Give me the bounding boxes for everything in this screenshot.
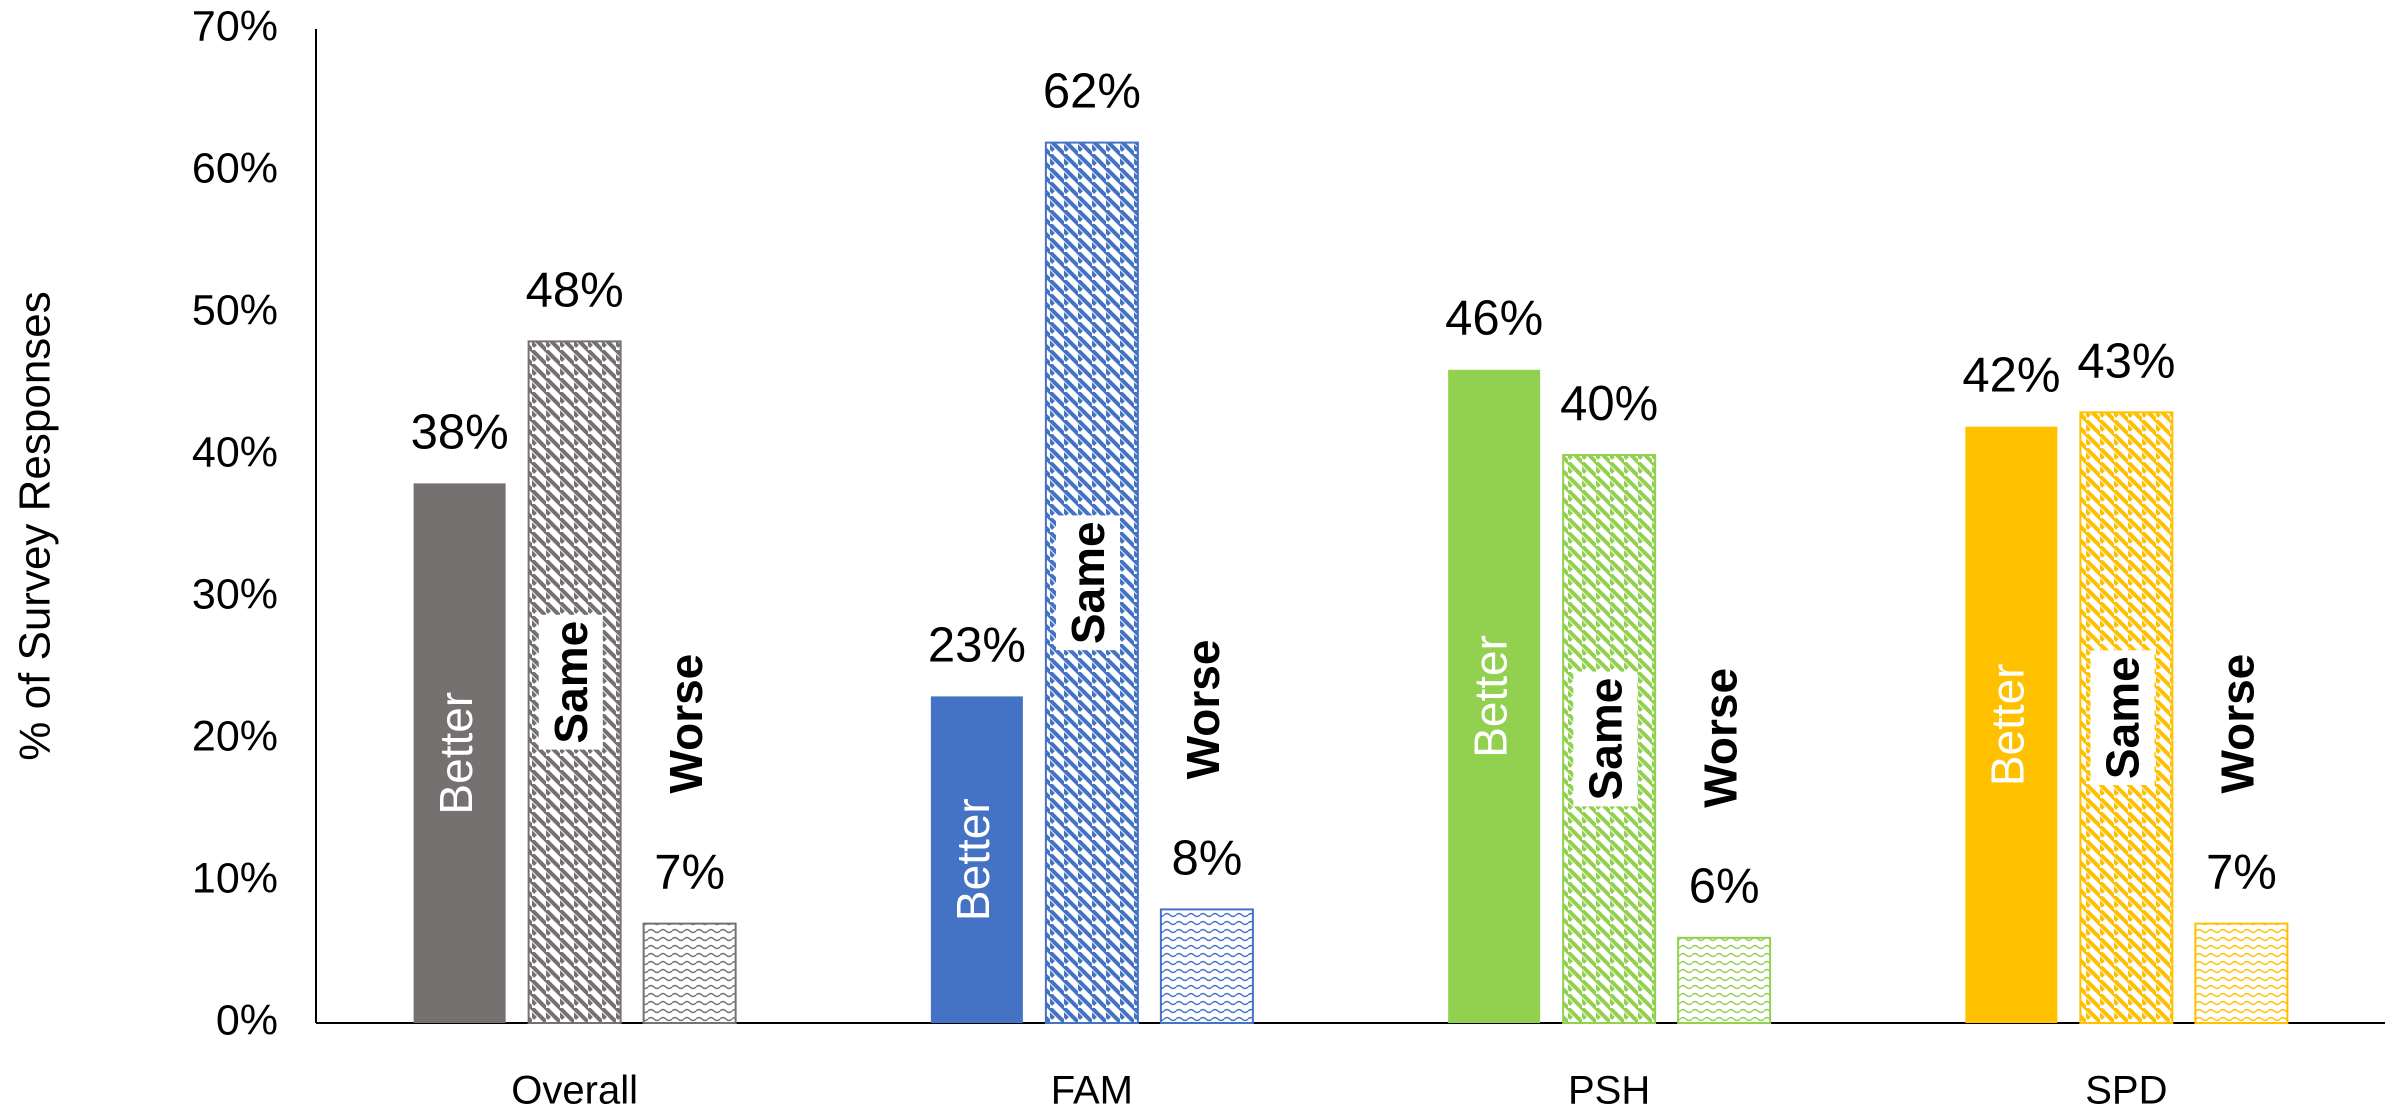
y-tick-label: 50%: [192, 286, 278, 334]
series-label: Better: [1982, 663, 2034, 786]
label-background: [2090, 650, 2155, 786]
value-label: 40%: [1560, 377, 1658, 431]
series-label: Same: [1062, 521, 1114, 644]
y-tick-label: 40%: [192, 428, 278, 476]
x-tick-label: Overall: [511, 1069, 638, 1113]
label-background: [1573, 671, 1638, 807]
bar: [413, 483, 506, 1023]
series-label: Same: [545, 621, 597, 744]
value-label: 6%: [1689, 860, 1760, 914]
label-background: [538, 614, 603, 750]
value-label: 8%: [1171, 831, 1242, 885]
bar: [1677, 936, 1772, 1024]
bar: [1448, 369, 1541, 1023]
value-label: 46%: [1445, 292, 1543, 346]
y-tick-label: 0%: [216, 996, 278, 1044]
x-tick-label: SPD: [2085, 1069, 2167, 1113]
series-label: Worse: [660, 654, 712, 794]
value-label: 43%: [2077, 334, 2175, 388]
label-background: [1056, 515, 1121, 651]
y-tick-label: 20%: [192, 712, 278, 760]
value-label: 48%: [526, 263, 624, 317]
series-label: Better: [1464, 635, 1516, 758]
bar: [1965, 426, 2058, 1024]
bar: [2194, 922, 2289, 1024]
y-tick-label: 60%: [192, 144, 278, 192]
series-label: Better: [947, 798, 999, 921]
value-label: 38%: [411, 405, 509, 459]
x-tick-label: PSH: [1568, 1069, 1650, 1113]
series-label: Worse: [2212, 654, 2264, 794]
series-label: Worse: [1177, 640, 1229, 780]
bar: [930, 696, 1023, 1023]
y-tick-label: 10%: [192, 854, 278, 902]
value-label: 23%: [928, 618, 1026, 672]
y-axis-label: % of Survey Responses: [11, 291, 60, 761]
y-tick-label: 70%: [192, 2, 278, 50]
series-label: Better: [430, 692, 482, 815]
value-label: 7%: [654, 846, 725, 900]
value-label: 42%: [1962, 349, 2060, 403]
value-label: 7%: [2206, 846, 2277, 900]
x-tick-label: FAM: [1051, 1069, 1133, 1113]
value-label: 62%: [1043, 65, 1141, 119]
series-label: Same: [2097, 656, 2149, 779]
bar: [1159, 908, 1254, 1025]
y-tick-label: 30%: [192, 570, 278, 618]
bar: [642, 922, 737, 1024]
series-label: Same: [1579, 678, 1631, 801]
series-label: Worse: [1694, 668, 1746, 808]
